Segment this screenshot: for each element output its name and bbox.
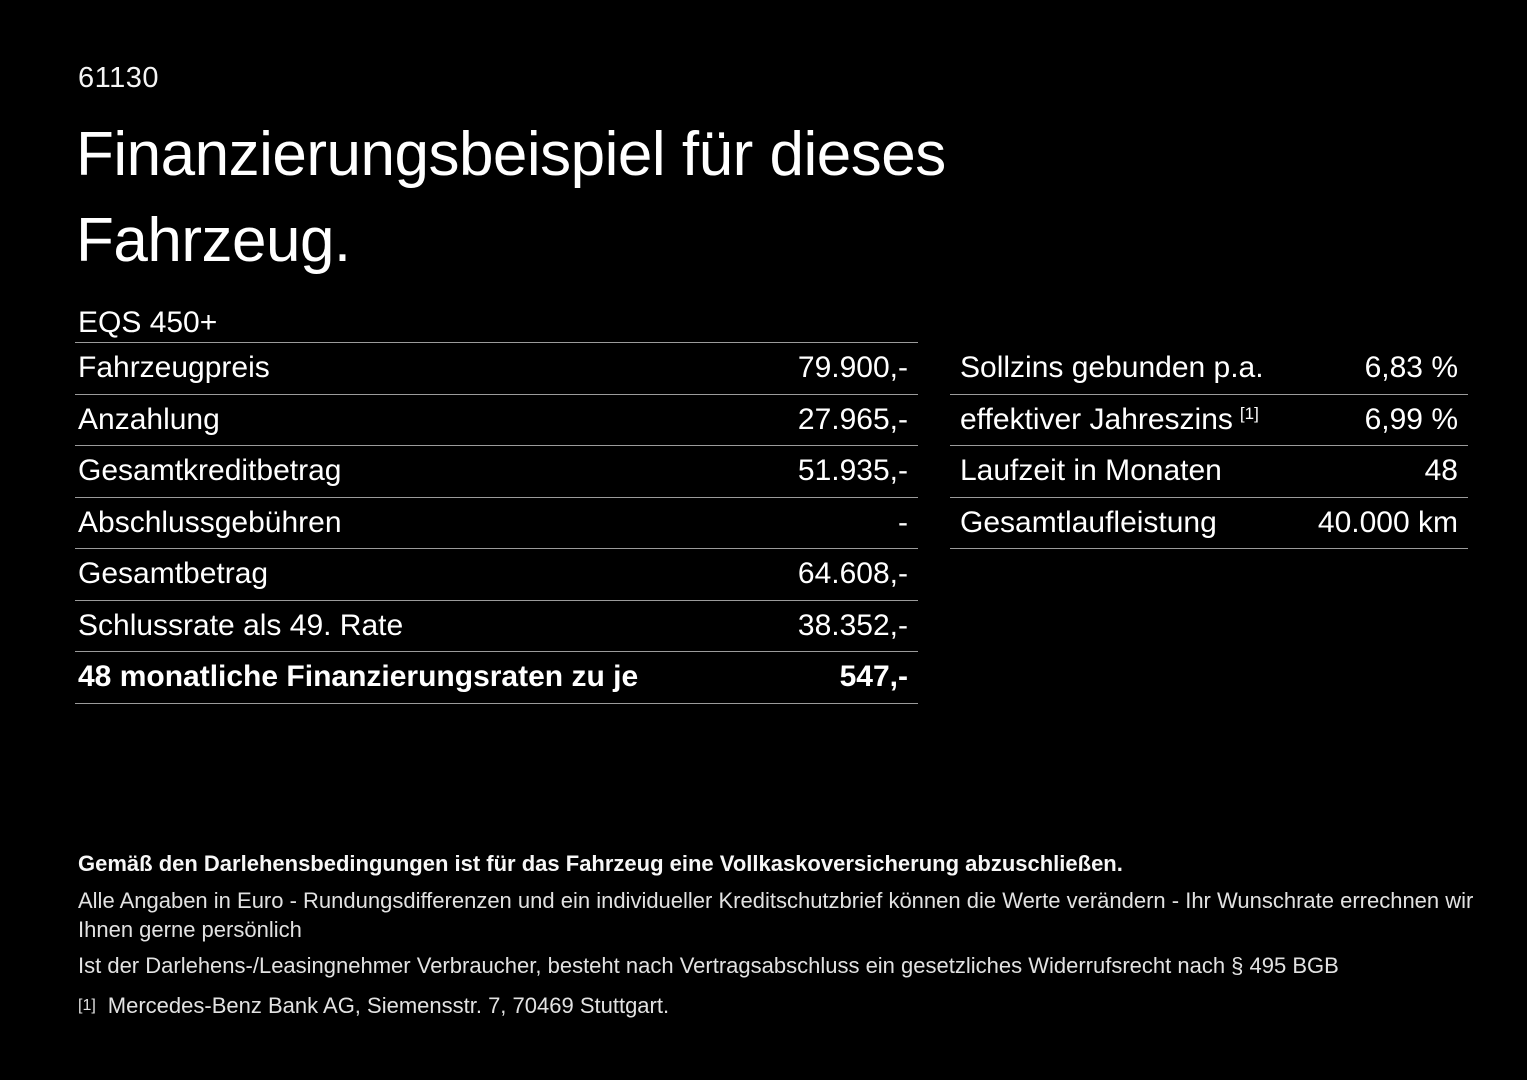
doc-id: 61130 (78, 62, 159, 94)
row-label: Laufzeit in Monaten (960, 454, 1222, 488)
insurance-note: Gemäß den Darlehensbedingungen ist für d… (78, 851, 1123, 876)
table-row-gesamtkreditbetrag: Gesamtkreditbetrag 51.935,- (75, 446, 918, 498)
row-label: Anzahlung (78, 402, 220, 436)
row-value: 79.900,- (797, 351, 908, 385)
page-title-line-1: Finanzierungsbeispiel für dieses (76, 120, 946, 189)
row-value: 40.000 km (1317, 505, 1458, 539)
row-label: Gesamtkreditbetrag (78, 454, 342, 488)
row-value: 48 (1424, 454, 1458, 488)
table-row-gesamtlaufleistung: Gesamtlaufleistung 40.000 km (950, 498, 1468, 549)
footnote: [1] Mercedes-Benz Bank AG, Siemensstr. 7,… (78, 993, 1478, 1019)
row-label: effektiver Jahreszins [1] (960, 403, 1259, 437)
row-value: - (898, 505, 908, 539)
row-label: Sollzins gebunden p.a. (960, 351, 1264, 385)
row-value: 51.935,- (797, 454, 908, 488)
table-row-laufzeit: Laufzeit in Monaten 48 (950, 446, 1468, 498)
row-label: Gesamtlaufleistung (960, 505, 1217, 539)
table-row-sollzins: Sollzins gebunden p.a. 6,83 % (950, 343, 1468, 395)
row-value: 547,- (839, 660, 908, 694)
disclaimer-line-2: Ist der Darlehens-/Leasingnehmer Verbrau… (78, 953, 1339, 978)
row-label: Gesamtbetrag (78, 557, 269, 591)
disclaimer-line-1: Alle Angaben in Euro - Rundungsdifferenz… (78, 888, 1474, 942)
footnote-superscript: [1] (1239, 403, 1259, 423)
footer: Gemäß den Darlehensbedingungen ist für d… (78, 851, 1478, 1019)
vehicle-model-header: EQS 450+ (75, 299, 918, 343)
table-row-schlussrate: Schlussrate als 49. Rate 38.352,- (75, 601, 918, 652)
row-value: 6,99 % (1364, 402, 1458, 436)
footnote-text: Mercedes-Benz Bank AG, Siemensstr. 7, 70… (107, 993, 670, 1018)
row-label: Schlussrate als 49. Rate (78, 608, 404, 642)
terms-table: Sollzins gebunden p.a. 6,83 % effektiver… (950, 343, 1468, 549)
table-row-effektiver-jahreszins: effektiver Jahreszins [1] 6,99 % (950, 395, 1468, 446)
row-label: 48 monatliche Finanzierungsraten zu je (78, 660, 639, 694)
row-label-text: effektiver Jahreszins (960, 402, 1233, 436)
vehicle-model: EQS 450+ (78, 305, 218, 339)
row-value: 27.965,- (797, 402, 908, 436)
table-row-fahrzeugpreis: Fahrzeugpreis 79.900,- (75, 343, 918, 395)
table-row-anzahlung: Anzahlung 27.965,- (75, 395, 918, 446)
page-title: Finanzierungsbeispiel für dieses Fahrzeu… (76, 112, 946, 284)
row-label: Abschlussgebühren (78, 505, 342, 539)
table-row-monatsrate: 48 monatliche Finanzierungsraten zu je 5… (75, 652, 918, 704)
row-value: 64.608,- (797, 557, 908, 591)
financing-table: EQS 450+ Fahrzeugpreis 79.900,- Anzahlun… (75, 299, 918, 704)
row-value: 6,83 % (1364, 351, 1458, 385)
table-row-abschlussgebuehren: Abschlussgebühren - (75, 498, 918, 549)
table-row-gesamtbetrag: Gesamtbetrag 64.608,- (75, 549, 918, 601)
page-title-line-2: Fahrzeug. (76, 206, 351, 275)
row-label: Fahrzeugpreis (78, 351, 270, 385)
row-value: 38.352,- (797, 608, 908, 642)
footnote-marker: [1] (78, 997, 96, 1014)
